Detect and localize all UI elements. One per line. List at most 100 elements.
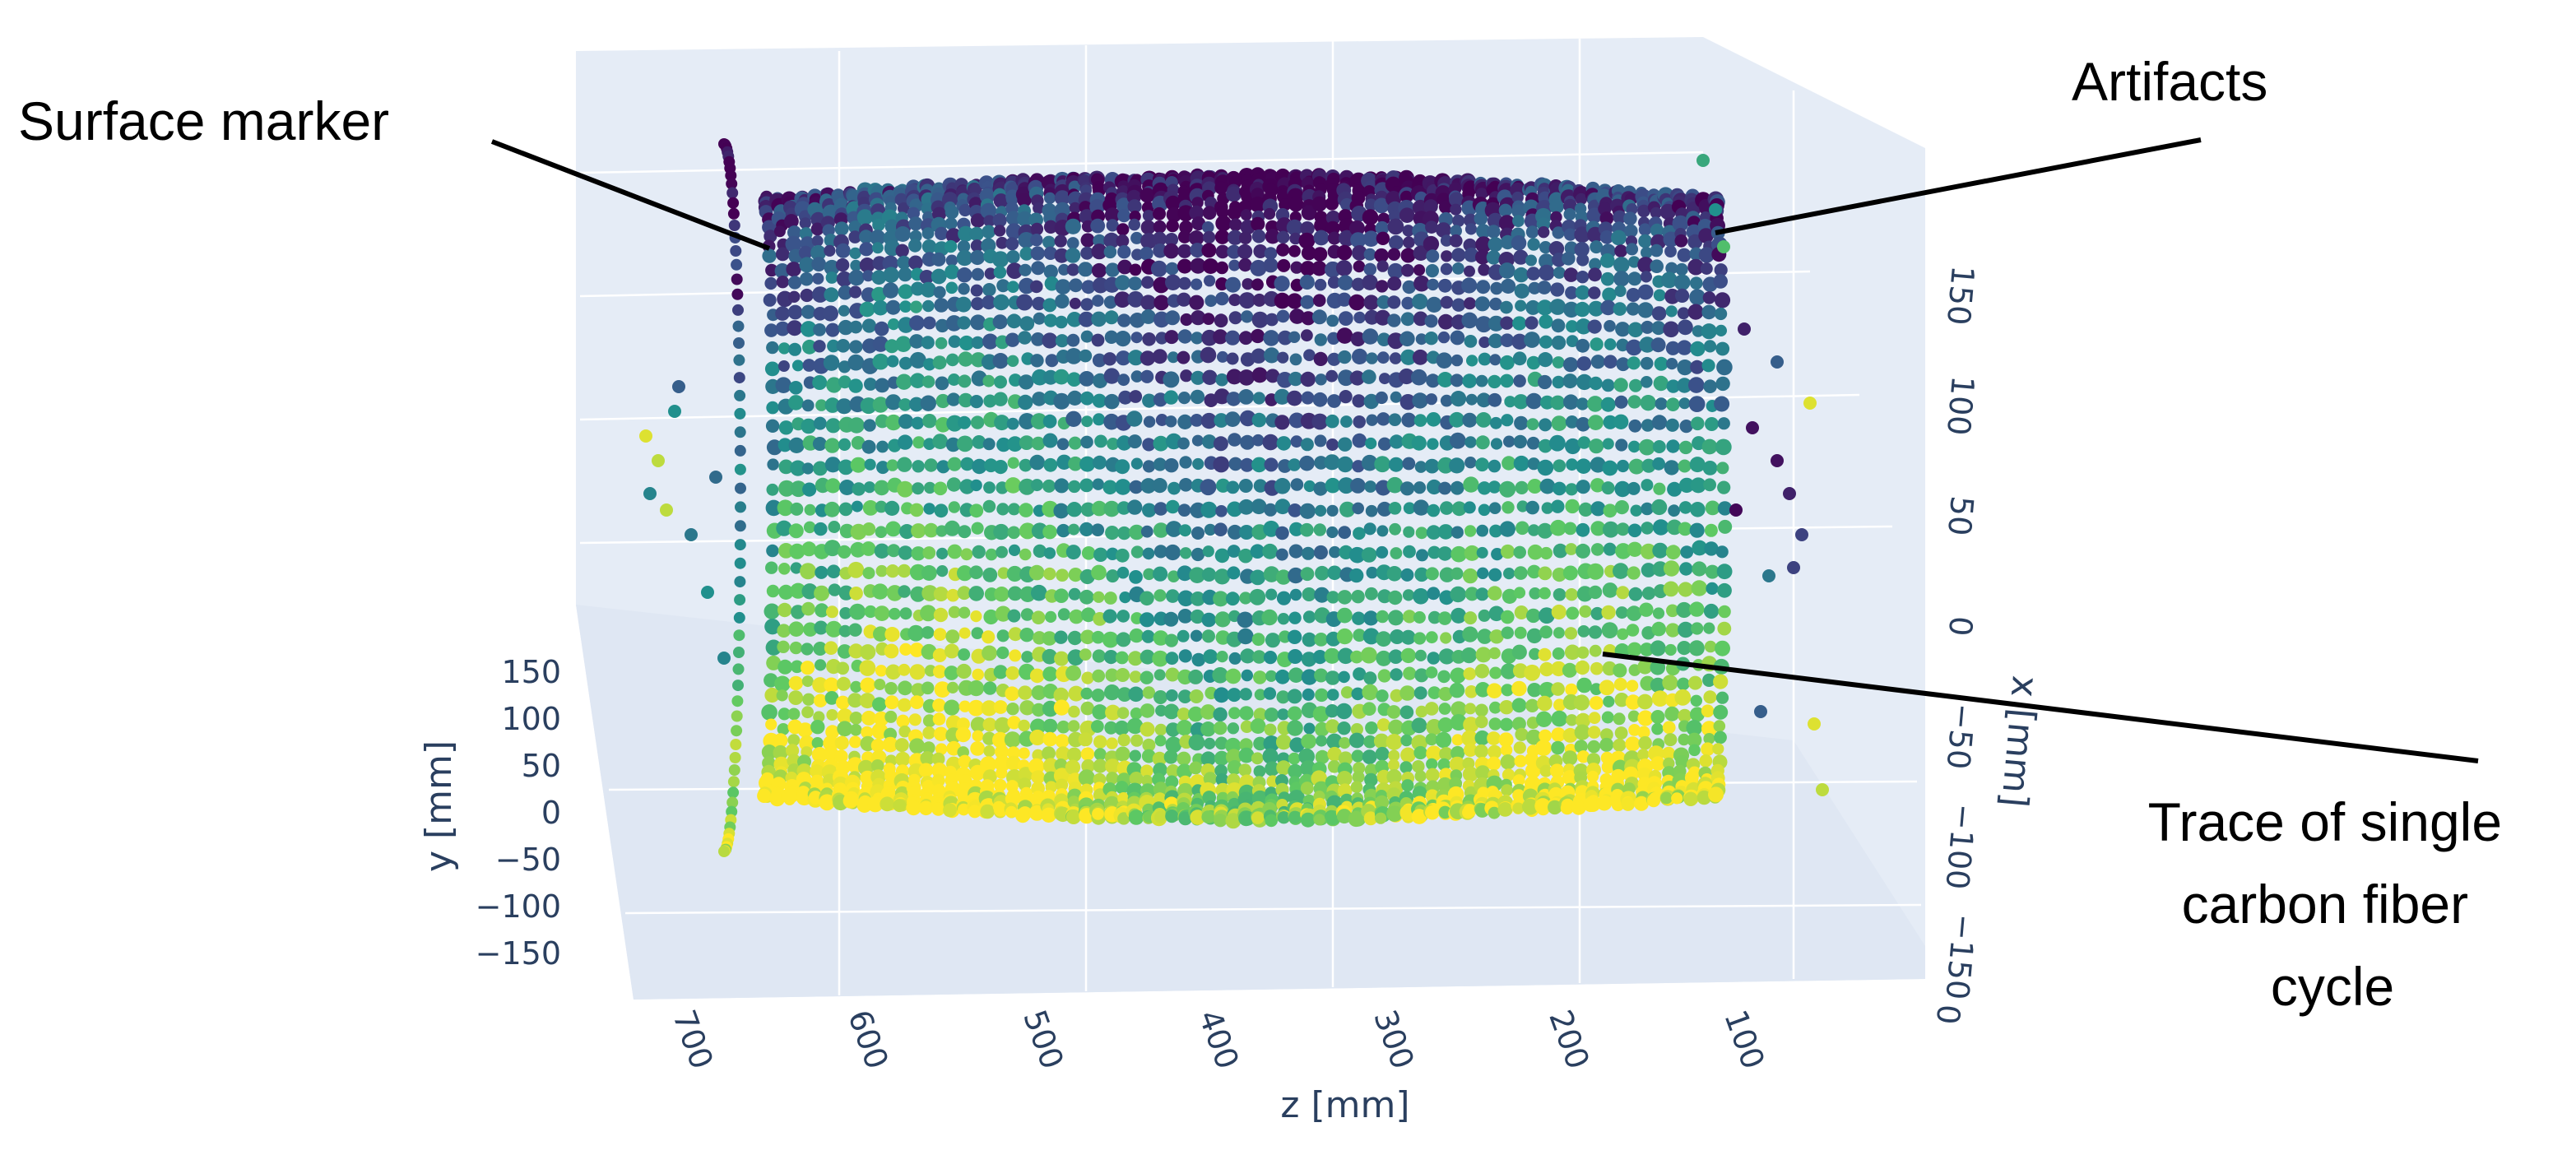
data-point: [909, 315, 925, 331]
data-point: [788, 675, 804, 691]
data-point: [1616, 522, 1630, 536]
data-point: [1030, 354, 1044, 368]
data-point: [1717, 501, 1733, 516]
data-point: [1080, 246, 1094, 260]
data-point: [777, 659, 793, 675]
data-point: [1213, 591, 1229, 607]
data-point: [1426, 758, 1438, 770]
data-point: [1350, 723, 1363, 736]
data-point: [859, 301, 875, 318]
data-point: [1662, 721, 1676, 735]
data-point: [945, 205, 959, 220]
data-point: [1603, 503, 1618, 518]
data-point: [933, 587, 949, 602]
data-point: [945, 217, 958, 230]
data-point: [1239, 688, 1252, 701]
data-point: [1287, 629, 1302, 644]
data-point: [1215, 291, 1229, 306]
data-point: [1055, 279, 1071, 295]
data-point: [1499, 700, 1514, 715]
data-point: [1058, 263, 1070, 276]
data-point: [874, 543, 890, 559]
data-point: [1641, 502, 1654, 516]
data-point: [1551, 682, 1565, 696]
data-point: [983, 394, 997, 408]
data-point: [1126, 411, 1143, 427]
data-point: [1202, 230, 1216, 244]
data-point: [838, 304, 850, 317]
data-point: [1650, 337, 1666, 353]
data-point: [1043, 220, 1058, 234]
data-point: [1153, 435, 1169, 452]
data-point: [1163, 611, 1179, 627]
data-point: [1435, 731, 1452, 749]
data-point: [732, 320, 745, 332]
data-point: [1116, 566, 1130, 579]
data-point: [1275, 569, 1292, 585]
data-point: [1539, 335, 1553, 349]
data-point: [1117, 209, 1131, 223]
data-point: [1665, 545, 1681, 560]
data-point: [1139, 721, 1155, 737]
data-point: [1165, 521, 1182, 537]
data-point: [1238, 292, 1256, 309]
data-point: [1238, 369, 1255, 386]
data-point: [1279, 630, 1292, 643]
data-point: [787, 734, 801, 746]
data-point: [1226, 369, 1242, 385]
data-point: [1475, 682, 1491, 698]
data-point: [1488, 480, 1502, 494]
data-point: [1126, 717, 1144, 735]
data-point: [824, 244, 836, 257]
data-point: [1252, 293, 1266, 307]
data-point: [1251, 752, 1264, 765]
artifact-point: [672, 380, 685, 393]
data-point: [1065, 411, 1082, 427]
data-point: [1338, 477, 1355, 494]
data-point: [1165, 274, 1181, 290]
data-point: [1053, 768, 1070, 784]
data-point: [1713, 720, 1726, 732]
data-point: [1054, 248, 1070, 263]
data-point: [970, 415, 985, 429]
data-point: [1488, 502, 1502, 514]
data-point: [1525, 752, 1539, 767]
data-point: [1042, 648, 1058, 665]
data-point: [1042, 479, 1056, 493]
data-point: [1503, 435, 1515, 448]
data-point: [982, 283, 996, 297]
data-point: [997, 567, 1010, 579]
data-point: [1117, 373, 1130, 387]
data-point: [1602, 582, 1618, 598]
data-point: [1376, 718, 1390, 731]
data-point: [948, 373, 960, 386]
data-point: [1692, 540, 1708, 556]
data-point: [1339, 737, 1351, 749]
data-point: [733, 354, 745, 366]
data-point: [1590, 521, 1606, 536]
data-point: [734, 426, 746, 438]
data-point: [1677, 677, 1690, 691]
data-point: [1140, 295, 1157, 311]
data-point: [1474, 664, 1490, 679]
data-point: [935, 336, 948, 350]
data-point: [1043, 457, 1058, 472]
data-point: [1534, 798, 1551, 814]
data-point: [1152, 478, 1167, 494]
data-point: [921, 227, 935, 240]
data-point: [1165, 310, 1181, 326]
data-point: [1326, 733, 1343, 749]
data-point: [1627, 395, 1641, 409]
data-point: [774, 263, 791, 279]
data-point: [1326, 438, 1339, 451]
data-point: [1399, 207, 1415, 223]
data-point: [1363, 811, 1378, 826]
data-point: [1253, 479, 1268, 493]
data-point: [898, 545, 913, 560]
data-point: [1129, 390, 1143, 403]
data-point: [1399, 394, 1417, 411]
data-point: [1142, 503, 1157, 517]
data-point: [1377, 669, 1391, 683]
data-point: [1031, 261, 1046, 276]
data-point: [1616, 586, 1630, 600]
